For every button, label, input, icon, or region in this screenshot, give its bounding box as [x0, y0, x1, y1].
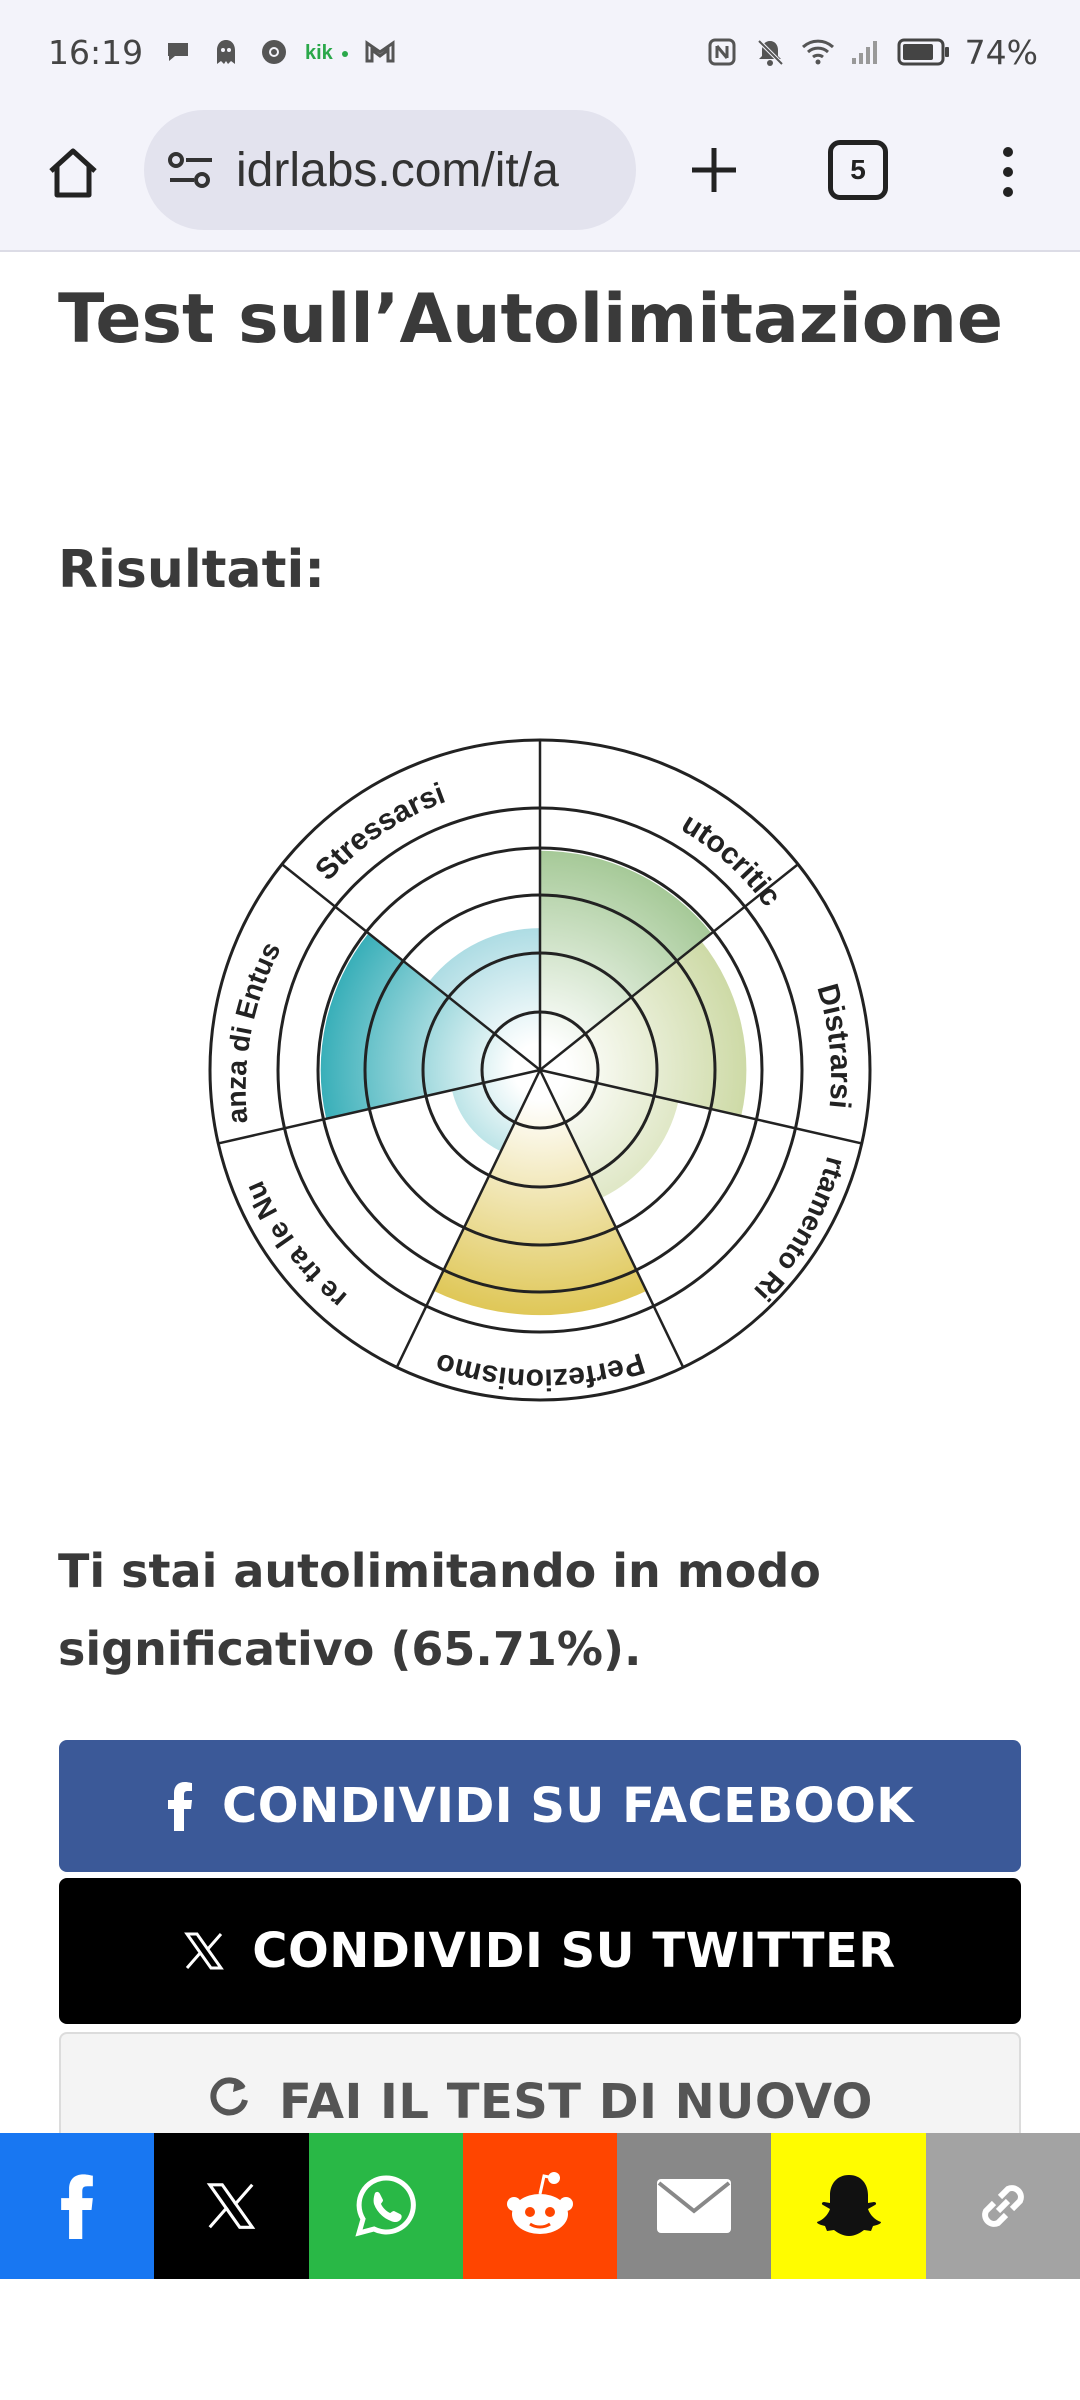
sector-essere-tra-le-nuvole — [451, 1070, 540, 1152]
results-wheel-chart: Autocritica Distrarsi Comportamento Risc… — [115, 670, 872, 1402]
status-bar: 16:19 kik 74% — [0, 0, 1080, 104]
signal-icon — [849, 35, 883, 69]
svg-text:Mancanza di Entusiasmo: Mancanza di Entusiasmo — [115, 670, 287, 1125]
link-icon — [981, 2185, 1024, 2227]
share-twitter-button[interactable]: CONDIVIDI SU TWITTER — [59, 1878, 1021, 2024]
label-autocritica: Autocritica — [115, 670, 787, 912]
svg-text:Distrarsi: Distrarsi — [810, 980, 857, 1110]
battery-icon — [897, 35, 951, 69]
bottom-spacer — [0, 2279, 1080, 2400]
spoke-7 — [281, 863, 541, 1071]
results-heading: Risultati: — [58, 540, 326, 600]
retake-test-button[interactable]: FAI IL TEST DI NUOVO — [59, 2032, 1021, 2142]
share-bar-reddit[interactable] — [462, 2133, 618, 2279]
result-summary: Ti stai autolimitando in modo significat… — [58, 1544, 821, 1676]
address-bar[interactable]: idrlabs.com/it/a — [144, 110, 636, 230]
svg-text:kik: kik — [305, 42, 334, 64]
browser-toolbar: idrlabs.com/it/a 5 — [0, 104, 1080, 252]
spoke-6 — [217, 1068, 541, 1145]
share-bar-whatsapp[interactable] — [308, 2133, 463, 2279]
label-perfezionismo: Perfezionismo — [431, 1346, 648, 1396]
sector-autocritica — [540, 850, 712, 1070]
x-icon — [207, 2183, 256, 2229]
share-facebook-button[interactable]: CONDIVIDI SU FACEBOOK — [59, 1740, 1021, 1872]
system-icons: 74% — [705, 33, 1038, 72]
browser-menu-button[interactable] — [984, 132, 1032, 212]
nfc-icon — [705, 35, 739, 69]
sector-perfezionismo — [433, 1070, 647, 1316]
label-mancanza-di-entusiasmo: Mancanza di Entusiasmo — [115, 670, 287, 1125]
ghost-icon — [209, 35, 243, 69]
kik-icon: kik — [305, 35, 349, 69]
svg-text:Autocritica: Autocritica — [115, 670, 787, 912]
url-text[interactable]: idrlabs.com/it/a — [236, 143, 559, 197]
share-bar-x[interactable] — [154, 2133, 309, 2279]
sector-comportamento-rischioso — [540, 1070, 679, 1198]
sector-distrarsi — [540, 941, 747, 1116]
battery-percent: 74% — [964, 32, 1038, 72]
share-bar-email[interactable] — [617, 2133, 772, 2279]
plus-icon — [692, 148, 736, 192]
spoke-4 — [538, 1069, 685, 1368]
email-icon — [657, 2179, 732, 2233]
sticky-share-bar — [0, 2133, 1080, 2279]
page-title: Test sull’Autolimitazione — [58, 280, 1004, 359]
sector-stressarsi — [429, 928, 540, 1070]
new-tab-button[interactable] — [676, 132, 752, 208]
home-icon — [49, 148, 97, 198]
chart-spokes — [217, 740, 863, 1368]
chat-bubble-icon — [161, 35, 195, 69]
whatsapp-icon — [355, 2175, 416, 2237]
share-bar-snapchat[interactable] — [771, 2133, 926, 2279]
chrome-icon — [257, 35, 291, 69]
bell-off-icon — [753, 35, 787, 69]
spoke-3 — [539, 1068, 863, 1145]
svg-text:Essere tra le Nuvole: Essere tra le Nuvole — [115, 670, 352, 1315]
notification-icons: kik — [161, 35, 397, 69]
share-bar-copy-link[interactable] — [925, 2133, 1080, 2279]
label-distrarsi: Distrarsi — [810, 980, 857, 1110]
gmail-icon — [363, 35, 397, 69]
share-bar-facebook[interactable] — [0, 2133, 155, 2279]
share-twitter-label: CONDIVIDI SU TWITTER — [252, 1923, 896, 1979]
refresh-icon — [207, 2074, 251, 2118]
facebook-icon — [61, 2174, 93, 2239]
spoke-2 — [539, 863, 799, 1071]
status-time: 16:19 — [48, 32, 144, 72]
tab-switcher-button[interactable]: 5 — [828, 140, 888, 200]
reddit-icon — [506, 2172, 573, 2234]
snapchat-icon — [816, 2175, 881, 2236]
wifi-icon — [801, 35, 835, 69]
svg-text:Perfezionismo: Perfezionismo — [431, 1346, 648, 1396]
retake-test-label: FAI IL TEST DI NUOVO — [279, 2074, 873, 2130]
spoke-5 — [395, 1069, 542, 1368]
facebook-icon — [166, 1781, 194, 1831]
more-vert-icon — [1003, 147, 1013, 197]
x-icon — [184, 1931, 225, 1971]
home-button[interactable] — [38, 138, 108, 208]
site-settings-icon[interactable] — [166, 148, 216, 192]
label-essere-tra-le-nuvole: Essere tra le Nuvole — [115, 670, 352, 1315]
share-facebook-label: CONDIVIDI SU FACEBOOK — [222, 1778, 914, 1834]
